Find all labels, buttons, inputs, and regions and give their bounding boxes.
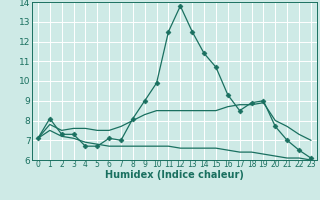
X-axis label: Humidex (Indice chaleur): Humidex (Indice chaleur) xyxy=(105,170,244,180)
